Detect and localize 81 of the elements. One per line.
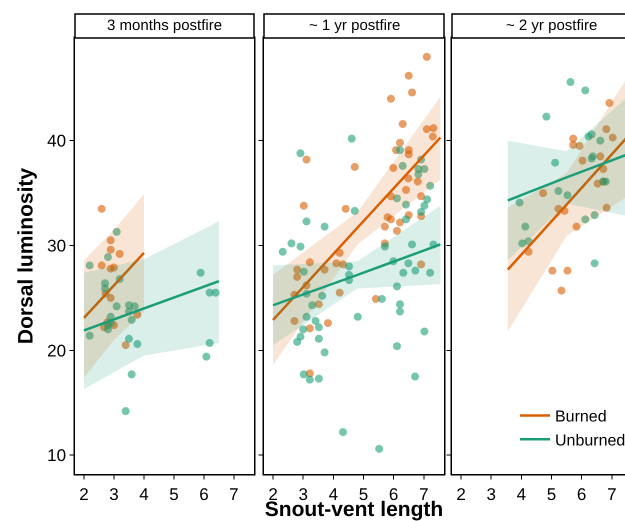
point <box>354 312 362 321</box>
point <box>202 352 210 361</box>
point <box>422 52 431 61</box>
point <box>408 88 416 96</box>
point <box>320 348 329 356</box>
point <box>590 259 599 268</box>
point <box>128 370 136 378</box>
point <box>420 327 428 336</box>
chart-title: 3 months postfire <box>107 17 222 34</box>
x-tick-label: 2 <box>79 484 89 504</box>
legend-label: Burned <box>555 408 607 426</box>
point <box>348 134 356 143</box>
point <box>300 370 308 378</box>
x-tick-label: 3 <box>486 484 496 504</box>
x-tick-label: 5 <box>169 484 179 504</box>
x-tick-label: 4 <box>328 484 338 504</box>
point <box>320 222 329 231</box>
point <box>302 156 311 164</box>
point <box>392 226 401 235</box>
point <box>296 242 304 251</box>
point <box>396 300 404 308</box>
point <box>581 86 590 94</box>
point <box>302 217 311 226</box>
point <box>411 372 420 381</box>
point <box>306 324 314 332</box>
x-tick-label: 4 <box>139 484 149 504</box>
point <box>293 338 302 346</box>
point <box>306 376 314 384</box>
point <box>566 78 574 86</box>
chart-title: ~ 1 yr postfire <box>309 17 400 34</box>
x-tick-label: 5 <box>546 484 556 504</box>
point <box>314 323 323 332</box>
point <box>404 72 413 80</box>
point <box>324 319 332 328</box>
point <box>557 286 566 295</box>
point <box>417 208 426 216</box>
x-tick-label: 4 <box>516 484 526 504</box>
point <box>392 342 401 350</box>
point <box>312 316 320 325</box>
point <box>420 202 428 210</box>
point <box>98 204 106 213</box>
point <box>378 294 386 303</box>
point <box>380 222 389 231</box>
point <box>338 428 347 436</box>
point <box>314 334 323 343</box>
point <box>386 94 395 103</box>
point <box>542 112 550 121</box>
point <box>398 120 407 128</box>
x-tick-label: 7 <box>229 484 239 504</box>
point <box>375 444 384 453</box>
y-tick-label: 30 <box>47 236 66 256</box>
y-axis-title: Dorsal luminosity <box>14 168 38 344</box>
point <box>314 374 323 383</box>
point <box>563 266 572 275</box>
point <box>396 218 404 226</box>
x-tick-label: 5 <box>358 484 368 504</box>
point <box>396 138 404 147</box>
point <box>396 308 404 316</box>
x-tick-label: 6 <box>199 484 209 504</box>
x-tick-label: 3 <box>109 484 119 504</box>
point <box>296 149 304 158</box>
point <box>278 248 287 256</box>
x-tick-label: 7 <box>607 484 617 504</box>
x-tick-label: 2 <box>456 484 466 504</box>
point <box>300 202 308 210</box>
y-tick-label: 40 <box>47 132 66 151</box>
legend-label: Unburned <box>555 432 625 450</box>
point <box>287 239 296 248</box>
point <box>402 215 410 224</box>
y-tick-label: 20 <box>47 341 66 360</box>
point <box>299 325 308 334</box>
point <box>350 162 359 171</box>
chart-title: ~ 2 yr postfire <box>506 17 598 34</box>
y-tick-label: 10 <box>47 446 66 466</box>
point <box>342 204 350 213</box>
point <box>122 407 130 416</box>
x-tick-label: 6 <box>388 484 398 504</box>
point <box>423 195 432 204</box>
x-tick-label: 6 <box>576 484 586 504</box>
point <box>548 266 556 275</box>
x-tick-label: 3 <box>298 484 308 504</box>
